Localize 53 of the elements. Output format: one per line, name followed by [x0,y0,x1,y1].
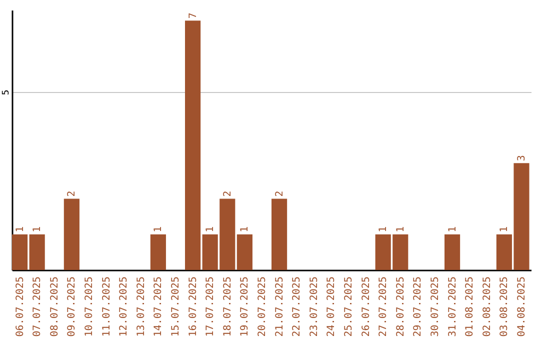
x-tick-label: 25.07.2025 [343,276,354,337]
x-tick-label: 08.07.2025 [49,276,60,337]
data-label: 3 [516,155,528,162]
x-tick-label: 10.07.2025 [84,276,95,337]
y-tick-label: 5 [2,90,12,96]
x-tick-label: 24.07.2025 [326,276,338,337]
x-tick-label: 31.07.2025 [447,276,458,337]
data-label: 1 [395,226,406,232]
bar [29,234,45,270]
x-tick-label: 26.07.2025 [360,276,372,337]
x-tick-label: 27.07.2025 [378,276,390,337]
data-label: 1 [240,226,251,232]
bar [272,198,288,270]
x-tick-label: 16.07.2025 [188,276,199,337]
x-tick-label: 11.07.2025 [101,276,112,337]
x-tick-label: 14.07.2025 [153,276,164,337]
x-tick-label: 22.07.2025 [292,276,303,337]
x-tick-label: 06.07.2025 [14,276,26,337]
data-label: 7 [188,12,199,19]
bar [185,20,201,270]
data-label: 1 [32,226,44,232]
x-tick-label: 23.07.2025 [308,276,320,337]
x-tick-label: 28.07.2025 [395,276,406,337]
x-tick-label: 20.07.2025 [256,276,268,337]
x-tick-label: 29.07.2025 [412,276,424,337]
data-label: 1 [378,226,390,232]
x-tick-label: 13.07.2025 [136,276,147,337]
x-tick-label: 19.07.2025 [240,276,251,337]
x-tick-label: 30.07.2025 [430,276,441,337]
data-label: 1 [205,226,216,232]
x-tick-label: 01.08.2025 [464,276,476,337]
x-tick-label: 17.07.2025 [205,276,216,337]
bar [444,234,460,270]
bar [12,234,28,270]
data-label: 1 [447,226,458,232]
data-label: 1 [499,226,510,232]
x-tick-label: 07.07.2025 [32,276,44,337]
data-label: 2 [66,190,78,197]
x-tick-label: 18.07.2025 [222,276,234,337]
x-tick-label: 02.08.2025 [482,276,493,337]
data-label: 2 [274,190,286,197]
x-tick-label: 04.08.2025 [516,276,528,337]
data-label: 1 [153,226,164,232]
bar [236,234,252,270]
data-label: 2 [222,190,234,197]
x-tick-label: 12.07.2025 [118,276,130,337]
x-tick-label: 09.07.2025 [66,276,78,337]
x-tick-label: 15.07.2025 [170,276,182,337]
data-label: 1 [14,226,26,232]
x-tick-label: 03.08.2025 [499,276,510,337]
x-tick-label: 21.07.2025 [274,276,286,337]
bar [150,234,166,270]
bar [64,198,80,270]
